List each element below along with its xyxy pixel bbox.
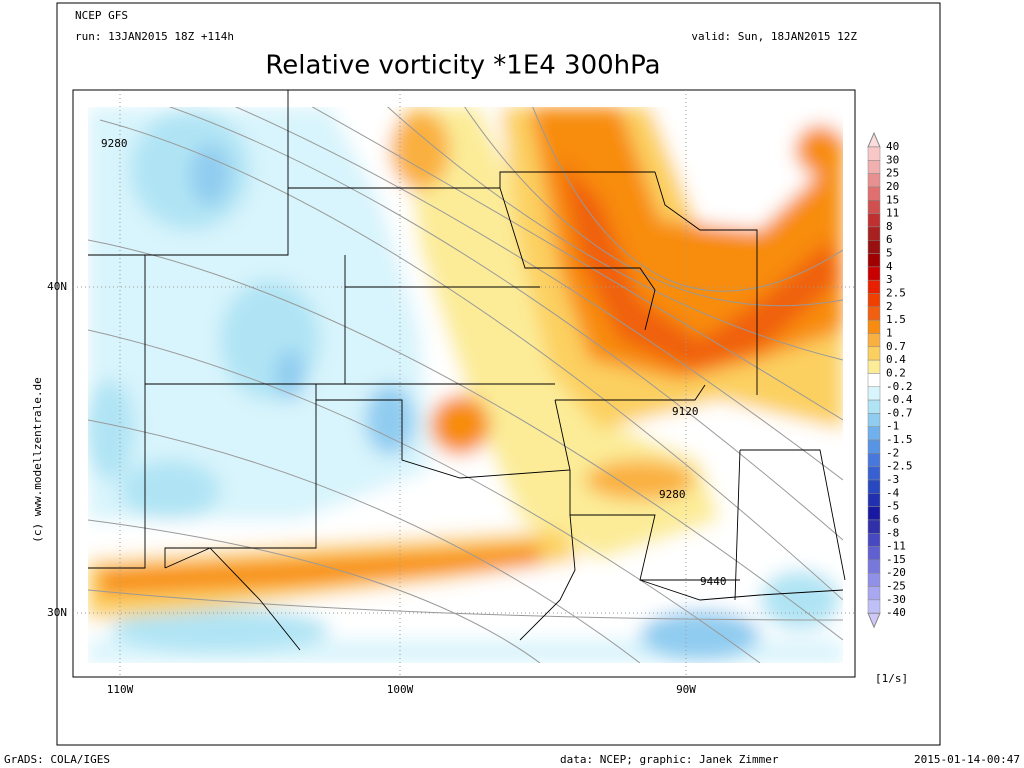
colorbar-label: -2.5 — [886, 460, 913, 473]
colorbar-swatch — [867, 293, 881, 308]
colorbar-swatch — [867, 559, 881, 574]
unit-label: [1/s] — [875, 672, 908, 685]
colorbar-swatch — [867, 519, 881, 534]
colorbar-label: -1 — [886, 420, 899, 433]
lat-label: 40N — [47, 280, 67, 293]
colorbar-label: 0.7 — [886, 340, 906, 353]
colorbar-label: -25 — [886, 580, 906, 593]
colorbar-label: 25 — [886, 167, 899, 180]
colorbar-swatch — [867, 346, 881, 361]
colorbar-label: 0.4 — [886, 353, 906, 366]
colorbar-swatch — [867, 213, 881, 228]
colorbar-label: 2.5 — [886, 287, 906, 300]
colorbar-swatch — [867, 200, 881, 214]
colorbar-label: 8 — [886, 220, 893, 233]
contour-labels: 9280 9120 9280 9440 — [101, 137, 727, 588]
colorbar-arrow — [867, 612, 881, 629]
colorbar-label: -3 — [886, 473, 899, 486]
state-borders — [88, 90, 846, 651]
colorbar-label: -15 — [886, 553, 906, 566]
colorbar-label: 1.5 — [886, 313, 906, 326]
colorbar-swatch — [867, 160, 881, 174]
contour-label: 9280 — [101, 137, 128, 150]
colorbar-swatch — [867, 146, 881, 161]
colorbar-swatch — [867, 439, 881, 454]
colorbar-swatch — [867, 333, 881, 348]
title: Relative vorticity *1E4 300hPa — [265, 51, 660, 81]
colorbar-swatch — [867, 466, 881, 481]
colorbar-label: -0.4 — [886, 393, 913, 406]
colorbar-swatch — [867, 586, 881, 601]
colorbar-swatch — [867, 493, 881, 507]
valid-label: valid: Sun, 18JAN2015 12Z — [691, 30, 857, 43]
colorbar-swatch — [867, 572, 881, 587]
colorbar-swatch — [867, 426, 881, 441]
contour-label: 9440 — [700, 575, 727, 588]
lon-label: 90W — [676, 683, 696, 696]
colorbar-label: -11 — [886, 540, 906, 553]
colorbar-label: -0.2 — [886, 380, 913, 393]
colorbar-swatch — [867, 479, 881, 494]
colorbar-label: 2 — [886, 300, 893, 313]
colorbar-swatch — [867, 253, 881, 268]
timestamp: 2015-01-14-00:47 — [914, 753, 1020, 766]
lat-label: 30N — [47, 606, 67, 619]
software-label: GrADS: COLA/IGES — [4, 753, 110, 766]
colorbar-label: -20 — [886, 566, 906, 579]
colorbar-label: -2 — [886, 446, 899, 459]
colorbar-swatch — [867, 599, 881, 614]
colorbar-label: -30 — [886, 593, 906, 606]
colorbar-swatch — [867, 266, 881, 281]
colorbar-label: -0.7 — [886, 406, 913, 419]
colorbar-swatch — [867, 226, 881, 241]
colorbar-label: -5 — [886, 500, 899, 513]
colorbar-label: 15 — [886, 193, 899, 206]
colorbar-label: 5 — [886, 247, 893, 260]
colorbar-label: 11 — [886, 207, 899, 220]
colorbar-swatch — [867, 546, 881, 561]
height-contours — [88, 107, 843, 663]
colorbar-swatch — [867, 239, 881, 254]
colorbar-swatch — [867, 413, 881, 427]
run-label: run: 13JAN2015 18Z +114h — [75, 30, 234, 43]
model-label: NCEP GFS — [75, 9, 128, 22]
colorbar-swatch — [867, 319, 881, 334]
lon-label: 100W — [387, 683, 414, 696]
frame — [56, 2, 941, 746]
colorbar-label: 1 — [886, 326, 893, 339]
colorbar-swatch — [867, 306, 881, 321]
colorbar-swatch — [867, 359, 881, 374]
colorbar-label: -4 — [886, 486, 900, 499]
colorbar-arrow — [867, 131, 881, 148]
colorbar: 403025201511865432.521.510.70.40.2-0.2-0… — [867, 131, 913, 629]
colorbar-label: -40 — [886, 606, 906, 619]
colorbar-label: 4 — [886, 260, 893, 273]
colorbar-swatch — [867, 506, 881, 521]
lon-label: 110W — [107, 683, 134, 696]
colorbar-swatch — [867, 279, 881, 294]
colorbar-label: -6 — [886, 513, 899, 526]
map-area: 9280 9120 9280 9440 40N 30N 110W 100W 90… — [47, 89, 856, 696]
colorbar-swatch — [867, 373, 881, 388]
colorbar-label: 20 — [886, 180, 899, 193]
colorbar-label: 0.2 — [886, 366, 906, 379]
colorbar-label: -8 — [886, 526, 899, 539]
colorbar-swatch — [867, 173, 881, 188]
colorbar-swatch — [867, 186, 881, 201]
colorbar-swatch — [867, 399, 881, 414]
colorbar-label: 3 — [886, 273, 893, 286]
source-label: data: NCEP; graphic: Janek Zimmer — [560, 753, 779, 766]
colorbar-label: 6 — [886, 233, 893, 246]
colorbar-label: -1.5 — [886, 433, 913, 446]
contour-label: 9280 — [659, 488, 686, 501]
colorbar-swatch — [867, 386, 881, 401]
colorbar-label: 40 — [886, 140, 899, 153]
colorbar-swatch — [867, 453, 881, 467]
colorbar-swatch — [867, 533, 881, 547]
colorbar-label: 30 — [886, 153, 899, 166]
contour-label: 9120 — [672, 405, 699, 418]
credit: (c) www.modellzentrale.de — [31, 377, 44, 543]
